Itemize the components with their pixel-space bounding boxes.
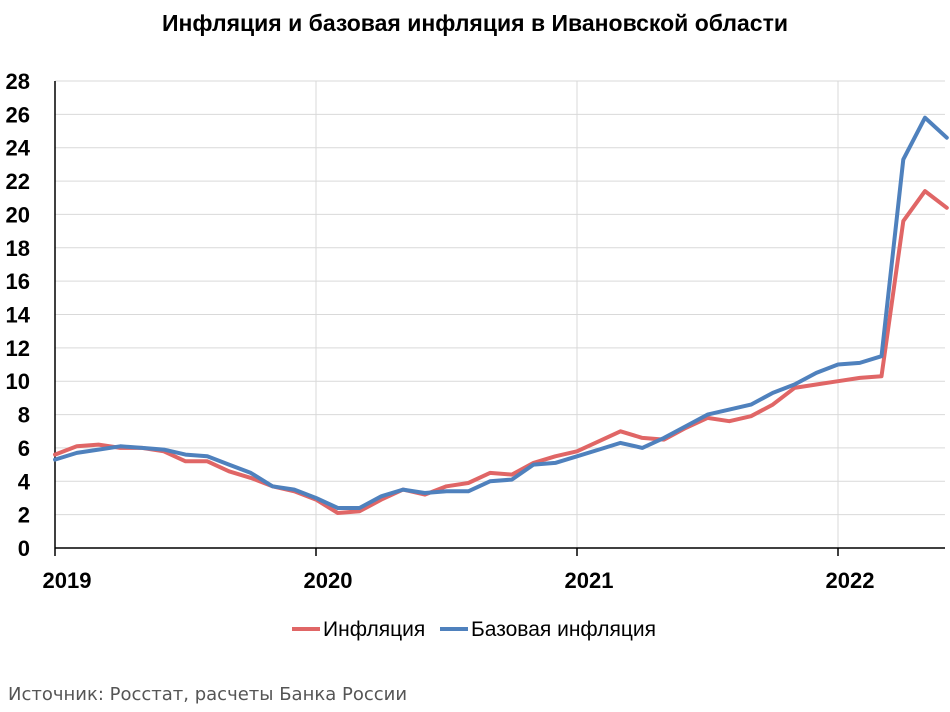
y-tick-label: 12 [6,336,30,361]
y-tick-label: 24 [6,136,31,161]
axes [54,81,945,549]
source-note: Источник: Росстат, расчеты Банка России [8,684,408,705]
y-tick-label: 0 [18,536,30,561]
y-tick-label: 22 [6,169,30,194]
x-axis-ticks: 2019 2020 2021 2022 [43,548,875,593]
y-tick-label: 26 [6,102,30,127]
y-tick-label: 18 [6,236,30,261]
y-tick-label: 8 [18,403,30,428]
series-line-core-inflation [53,115,949,510]
y-tick-label: 6 [18,436,30,461]
series-lines [53,115,949,515]
y-tick-label: 2 [18,503,30,528]
y-tick-label: 14 [6,303,31,328]
y-tick-label: 20 [6,202,30,227]
x-tick-label: 2019 [43,568,92,593]
series-line-inflation [53,189,949,515]
legend: Инфляция Базовая инфляция [292,618,656,641]
y-tick-label: 4 [18,469,31,494]
legend-label-0: Инфляция [323,618,425,641]
y-tick-label: 28 [6,69,30,94]
legend-label-1: Базовая инфляция [471,618,656,641]
y-tick-label: 16 [6,269,30,294]
y-tick-label: 10 [6,369,30,394]
x-tick-label: 2020 [304,568,353,593]
x-tick-label: 2022 [826,568,875,593]
chart-title: Инфляция и базовая инфляция в Ивановской… [161,10,788,36]
x-tick-label: 2021 [565,568,614,593]
gridlines [55,80,945,548]
